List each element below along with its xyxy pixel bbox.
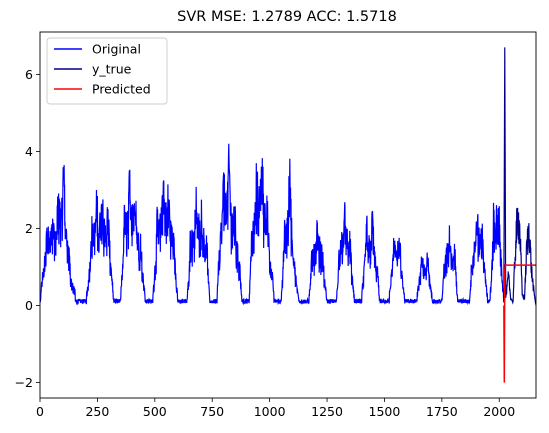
x-tick-label: 1250 bbox=[311, 404, 343, 419]
x-tick-label: 2000 bbox=[483, 404, 515, 419]
y-tick-label: −2 bbox=[15, 375, 33, 390]
series-original-line bbox=[40, 143, 505, 306]
legend-label: Predicted bbox=[92, 82, 151, 97]
series-predicted-line bbox=[503, 264, 536, 383]
legend-box bbox=[46, 37, 168, 105]
series-y-true-line bbox=[503, 47, 536, 306]
x-tick-label: 0 bbox=[36, 404, 44, 419]
y-tick-label: 4 bbox=[25, 144, 33, 159]
x-tick-label: 1000 bbox=[254, 404, 286, 419]
x-tick-label: 750 bbox=[200, 404, 224, 419]
legend: Original y_true Predicted bbox=[46, 37, 168, 105]
x-tick-label: 1500 bbox=[369, 404, 401, 419]
x-tick-label: 500 bbox=[143, 404, 167, 419]
y-tick-label: 2 bbox=[25, 221, 33, 236]
legend-label: y_true bbox=[92, 62, 132, 77]
x-axis: 0 250 500 750 1000 1250 1500 1750 2000 bbox=[36, 398, 515, 419]
x-tick-label: 1750 bbox=[426, 404, 458, 419]
legend-label: Original bbox=[92, 42, 141, 57]
series-layer bbox=[40, 47, 536, 383]
y-axis: −2 0 2 4 6 bbox=[15, 67, 40, 390]
y-tick-label: 6 bbox=[25, 67, 33, 82]
chart-title: SVR MSE: 1.2789 ACC: 1.5718 bbox=[177, 9, 397, 25]
x-tick-label: 250 bbox=[85, 404, 109, 419]
plot-frame bbox=[39, 31, 537, 399]
y-tick-label: 0 bbox=[25, 298, 33, 313]
